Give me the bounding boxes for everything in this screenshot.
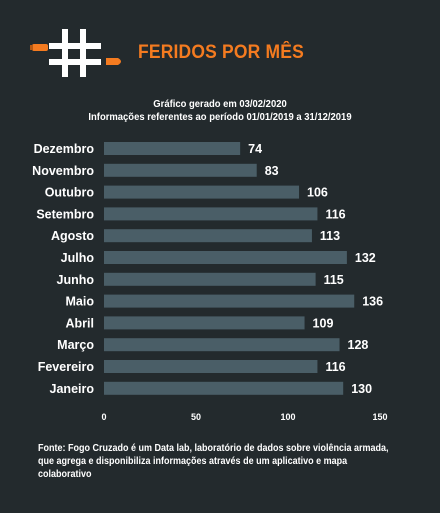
x-tick-label: 50	[191, 412, 201, 422]
bar	[104, 229, 312, 243]
category-label: Setembro	[36, 207, 94, 221]
bar	[104, 207, 318, 221]
bar	[104, 316, 305, 330]
data-label: 132	[355, 251, 376, 265]
data-label: 116	[325, 207, 345, 221]
header: FERIDOS POR MÊS	[30, 28, 430, 78]
category-label: Junho	[57, 273, 95, 287]
data-label: 74	[248, 142, 262, 156]
data-label: 109	[313, 316, 334, 330]
category-label: Novembro	[32, 164, 94, 178]
category-label: Março	[57, 338, 94, 352]
category-label: Abril	[66, 316, 94, 330]
data-label: 130	[351, 382, 372, 396]
bar-chart: Dezembro 74 Novembro 83 Outubro 106 Setembro 11…	[32, 142, 388, 422]
bar	[104, 338, 340, 352]
data-label: 128	[348, 338, 369, 352]
category-label: Fevereiro	[38, 360, 95, 374]
data-label: 115	[324, 273, 344, 287]
bar	[104, 163, 257, 177]
data-label: 113	[320, 229, 340, 243]
category-label: Maio	[66, 295, 95, 309]
bar	[104, 142, 241, 155]
generated-date: Gráfico gerado em 03/02/2020	[153, 98, 287, 110]
bar	[104, 272, 316, 286]
category-label: Janeiro	[50, 382, 95, 396]
source-note: Fonte: Fogo Cruzado é um Data lab, labor…	[38, 443, 389, 480]
chart-title: FERIDOS POR MÊS	[138, 42, 304, 63]
bar	[104, 360, 318, 373]
category-label: Agosto	[51, 229, 94, 243]
bar	[104, 294, 355, 308]
bar	[104, 381, 344, 395]
x-tick-label: 0	[101, 412, 106, 422]
data-label: 83	[265, 164, 279, 178]
category-label: Julho	[61, 251, 95, 265]
hashtag-bullet-icon	[30, 29, 121, 77]
bar	[104, 251, 347, 264]
data-label: 136	[362, 295, 383, 309]
x-tick-label: 150	[372, 412, 387, 422]
category-label: Dezembro	[34, 142, 95, 156]
x-tick-label: 100	[280, 412, 295, 422]
data-label: 116	[325, 360, 345, 374]
category-label: Outubro	[45, 186, 95, 200]
data-label: 106	[307, 186, 328, 200]
period-info: Informações referentes ao período 01/01/…	[88, 111, 352, 123]
bar	[104, 185, 300, 199]
